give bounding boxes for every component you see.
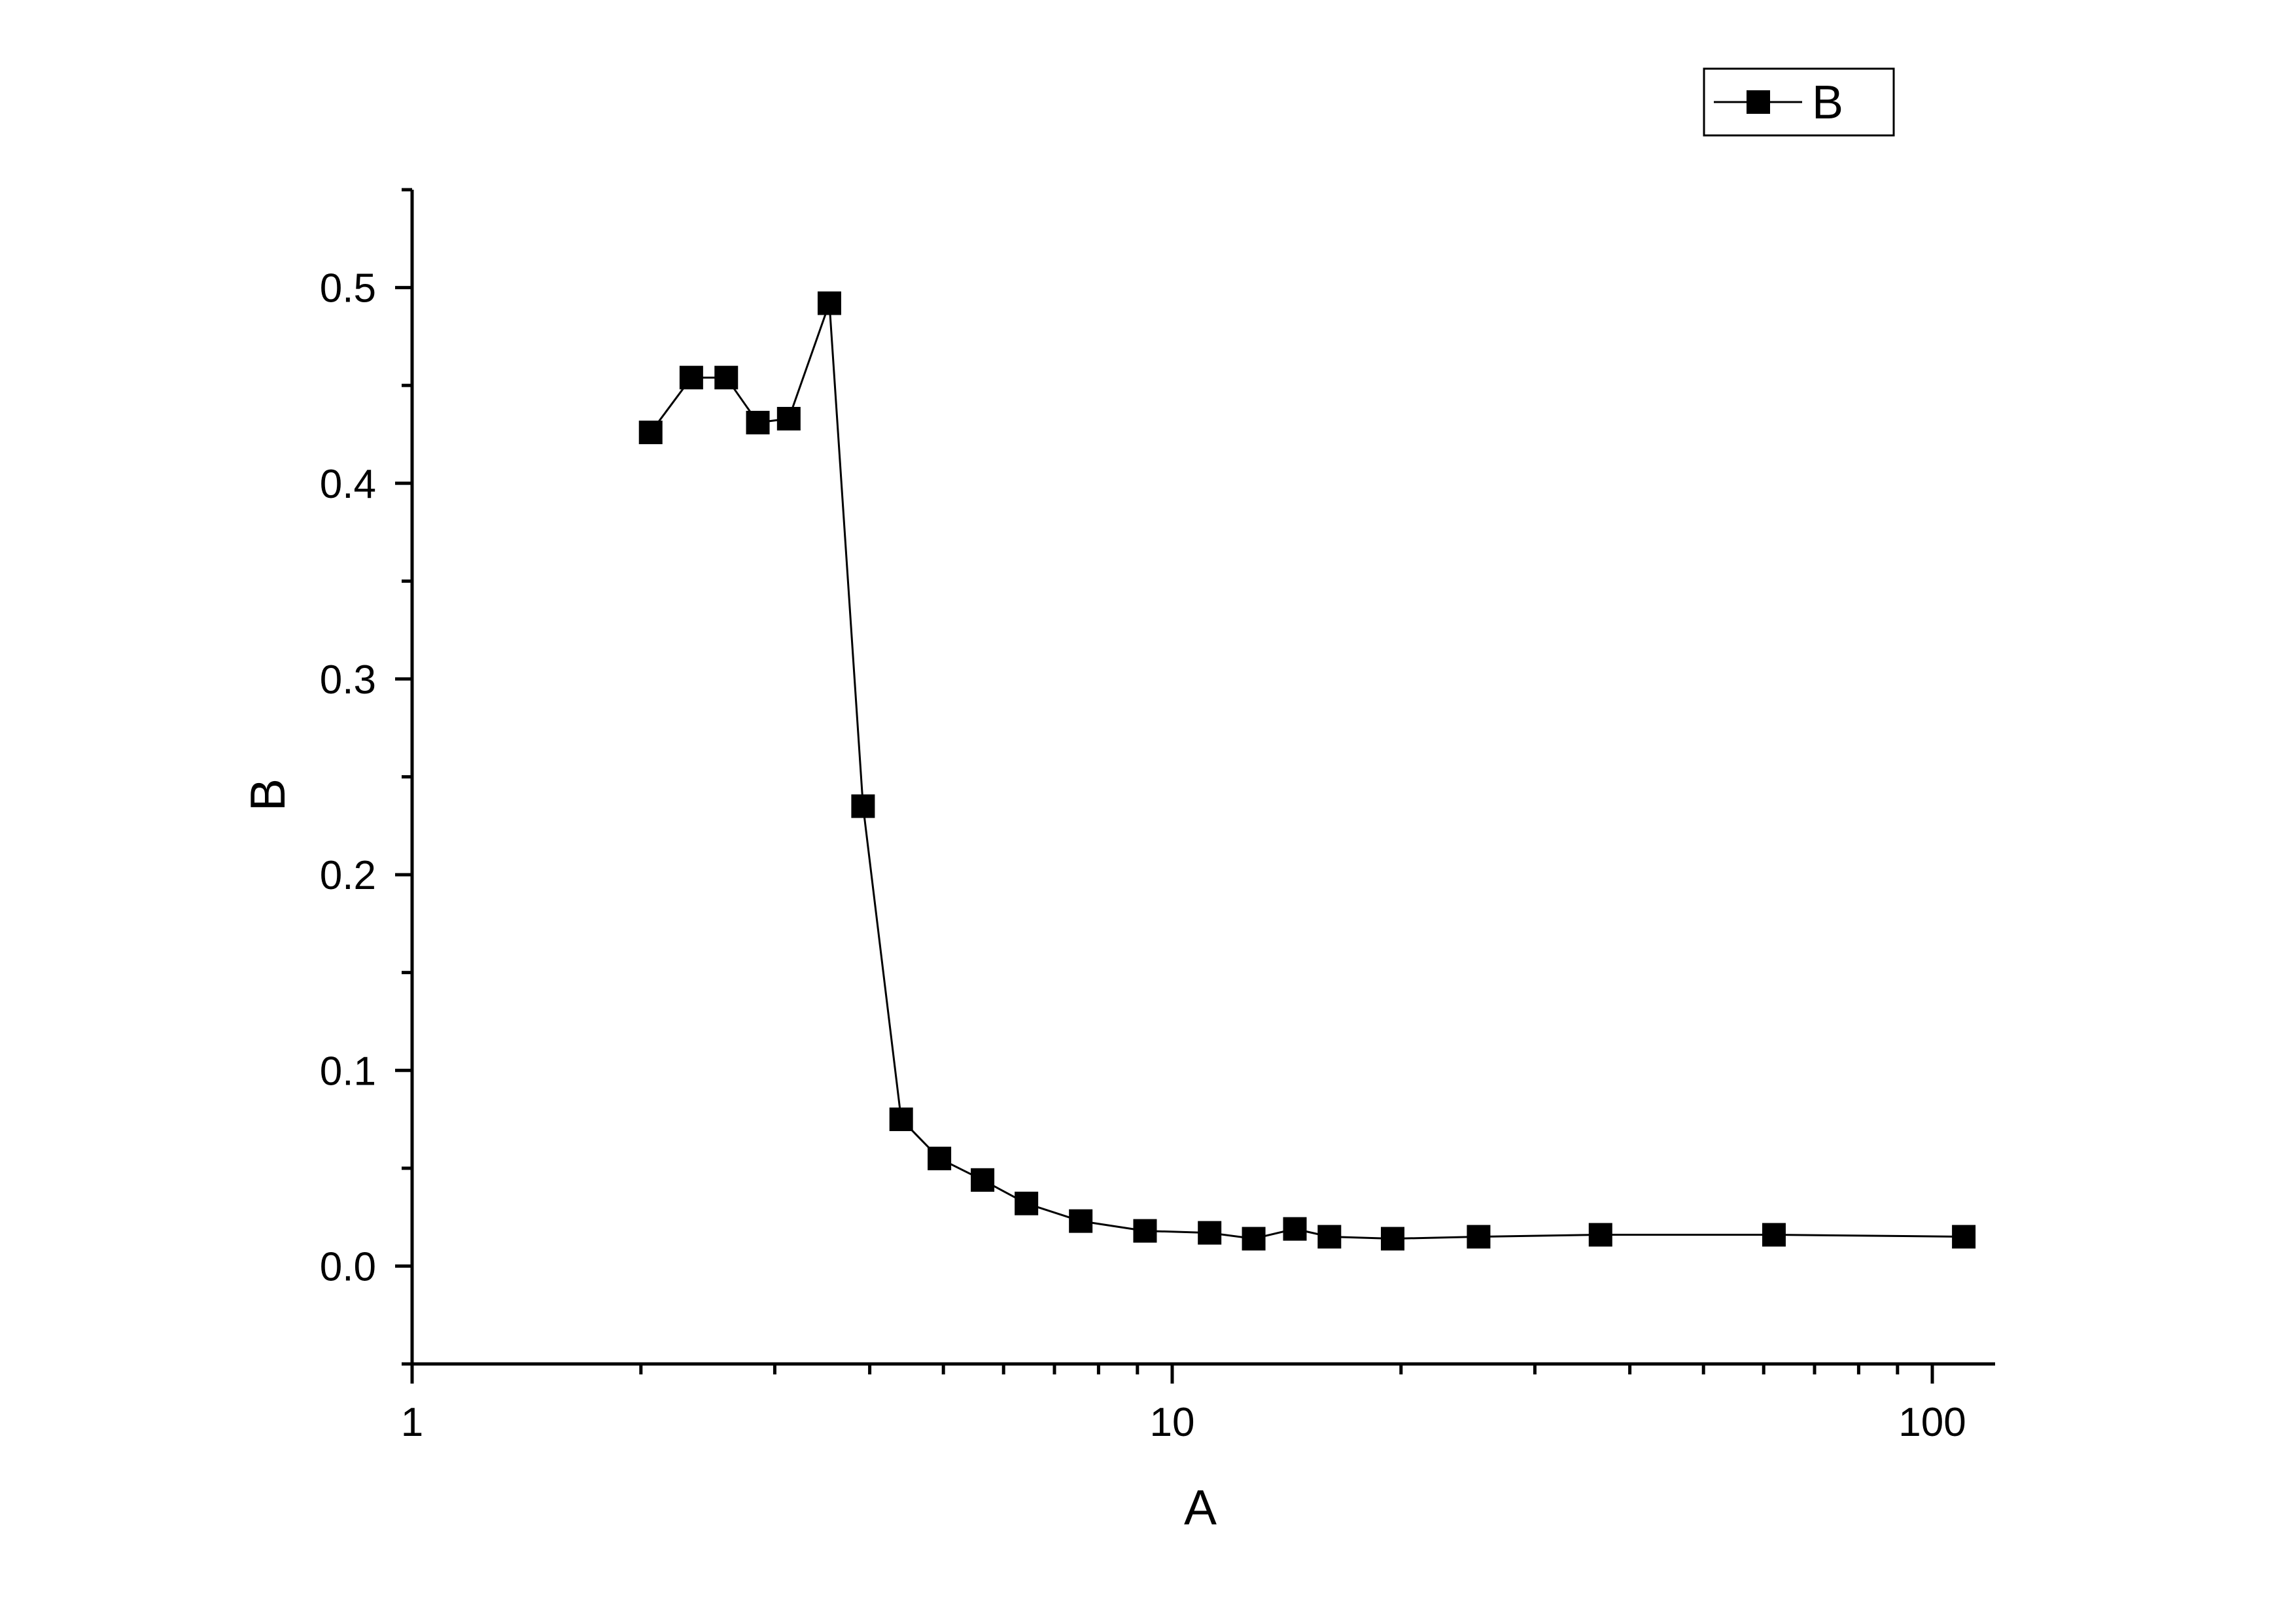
data-point — [638, 420, 663, 444]
legend-label: B — [1812, 77, 1843, 129]
x-tick-label: 100 — [1898, 1400, 1966, 1445]
y-tick-label: 0.3 — [320, 657, 376, 703]
data-point — [889, 1108, 913, 1132]
data-point — [1381, 1227, 1405, 1251]
legend: B — [1703, 67, 1895, 137]
data-point — [776, 407, 801, 431]
data-point — [1588, 1223, 1612, 1247]
data-point — [928, 1146, 952, 1170]
y-axis-title: B — [240, 778, 295, 811]
series-layer — [638, 291, 1976, 1251]
x-tick-label: 1 — [401, 1400, 423, 1445]
data-point — [851, 794, 875, 818]
y-tick-label: 0.4 — [320, 462, 376, 507]
y-tick-label: 0.2 — [320, 853, 376, 898]
data-point — [1198, 1221, 1222, 1245]
data-point — [1242, 1227, 1266, 1251]
x-axis-title: A — [1184, 1480, 1217, 1535]
data-point — [1283, 1217, 1307, 1241]
data-point — [679, 366, 703, 390]
axes: 0.0 0.1 0.2 0.3 0.4 0.5 1 10 100 — [320, 188, 1995, 1445]
data-point — [746, 411, 770, 435]
data-point — [714, 366, 739, 390]
data-point — [1133, 1219, 1157, 1243]
x-tick-label: 10 — [1150, 1400, 1195, 1445]
legend-marker — [1747, 90, 1770, 114]
data-point — [1015, 1191, 1039, 1215]
data-point — [1762, 1223, 1786, 1247]
y-tick-label: 0.5 — [320, 266, 376, 311]
data-point — [1317, 1225, 1342, 1249]
series-line — [650, 303, 1964, 1240]
data-point — [971, 1168, 995, 1192]
data-point — [1467, 1225, 1491, 1249]
y-tick-label: 0.1 — [320, 1049, 376, 1094]
y-tick-label: 0.0 — [320, 1244, 376, 1289]
data-point — [817, 291, 841, 315]
data-point — [1069, 1209, 1093, 1233]
data-point — [1952, 1225, 1976, 1249]
